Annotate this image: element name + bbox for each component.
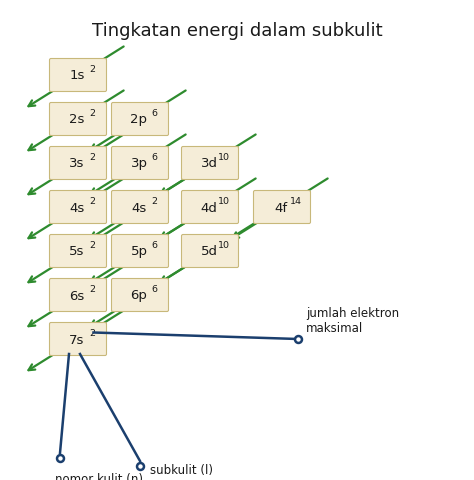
- Text: nomor kulit (n): nomor kulit (n): [55, 472, 143, 480]
- Text: 3s: 3s: [69, 157, 85, 170]
- FancyBboxPatch shape: [49, 103, 107, 136]
- Text: 10: 10: [218, 153, 230, 162]
- Text: 1s: 1s: [69, 69, 85, 83]
- FancyBboxPatch shape: [49, 191, 107, 224]
- Text: 5s: 5s: [69, 245, 85, 258]
- Text: 4f: 4f: [274, 201, 288, 214]
- Text: 2s: 2s: [69, 113, 85, 126]
- Text: 4s: 4s: [69, 201, 85, 214]
- FancyBboxPatch shape: [182, 235, 238, 268]
- FancyBboxPatch shape: [111, 147, 168, 180]
- FancyBboxPatch shape: [49, 60, 107, 92]
- Text: 14: 14: [290, 197, 302, 205]
- Text: 2: 2: [89, 328, 95, 337]
- Text: 3p: 3p: [130, 157, 147, 170]
- FancyBboxPatch shape: [182, 147, 238, 180]
- FancyBboxPatch shape: [111, 235, 168, 268]
- FancyBboxPatch shape: [49, 279, 107, 312]
- Text: 2: 2: [151, 197, 157, 205]
- Text: 6: 6: [151, 240, 157, 250]
- Text: 2: 2: [89, 197, 95, 205]
- Text: 2: 2: [89, 109, 95, 118]
- FancyBboxPatch shape: [254, 191, 310, 224]
- Text: 5d: 5d: [201, 245, 218, 258]
- FancyBboxPatch shape: [182, 191, 238, 224]
- Text: 6p: 6p: [130, 289, 147, 302]
- Text: subkulit (l): subkulit (l): [150, 464, 213, 477]
- Text: 2p: 2p: [130, 113, 147, 126]
- Text: 6: 6: [151, 285, 157, 293]
- Text: 10: 10: [218, 197, 230, 205]
- Text: 6s: 6s: [69, 289, 85, 302]
- FancyBboxPatch shape: [49, 147, 107, 180]
- Text: jumlah elektron
maksimal: jumlah elektron maksimal: [306, 306, 399, 334]
- Text: 3d: 3d: [201, 157, 218, 170]
- Text: 4s: 4s: [131, 201, 146, 214]
- Text: 4d: 4d: [201, 201, 218, 214]
- Text: 5p: 5p: [130, 245, 147, 258]
- Text: 2: 2: [89, 240, 95, 250]
- Text: 2: 2: [89, 285, 95, 293]
- Text: Tingkatan energi dalam subkulit: Tingkatan energi dalam subkulit: [91, 22, 383, 40]
- Text: 2: 2: [89, 153, 95, 162]
- Text: 7s: 7s: [69, 333, 85, 346]
- Text: 6: 6: [151, 109, 157, 118]
- FancyBboxPatch shape: [111, 103, 168, 136]
- FancyBboxPatch shape: [111, 191, 168, 224]
- Text: 6: 6: [151, 153, 157, 162]
- FancyBboxPatch shape: [49, 323, 107, 356]
- Text: 10: 10: [218, 240, 230, 250]
- FancyBboxPatch shape: [111, 279, 168, 312]
- FancyBboxPatch shape: [49, 235, 107, 268]
- Text: 2: 2: [89, 65, 95, 74]
